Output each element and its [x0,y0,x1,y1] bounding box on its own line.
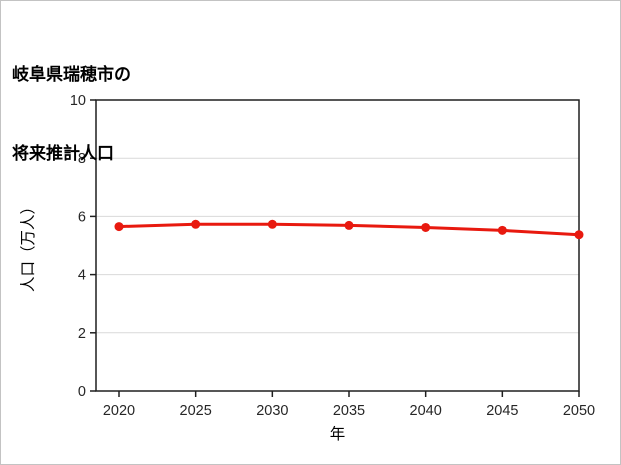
x-tick-label: 2030 [256,403,288,419]
x-axis-label: 年 [330,425,346,443]
y-tick-label: 4 [78,268,86,284]
y-tick-label: 6 [78,209,86,225]
y-tick-label: 10 [70,93,86,109]
data-point [421,222,431,232]
data-point [191,219,201,229]
data-point [114,222,124,232]
y-tick-label: 0 [78,384,86,400]
y-axis-label: 人口（万人） [19,199,37,292]
x-tick-label: 2045 [486,403,518,419]
chart-title-line-2: 将来推計人口 [12,143,114,163]
x-tick-label: 2050 [563,403,595,419]
data-point [344,220,354,230]
data-point [497,225,507,235]
plot-border [95,99,580,392]
x-tick-label: 2040 [410,403,442,419]
data-point [267,219,277,229]
chart-title: 岐阜県瑞穂市の 将来推計人口 [12,9,131,220]
data-point [574,230,584,240]
chart-title-line-1: 岐阜県瑞穂市の [12,64,131,84]
x-tick-label: 2025 [180,403,212,419]
y-tick-label: 8 [78,151,86,167]
x-tick-label: 2020 [103,403,135,419]
x-tick-label: 2035 [333,403,365,419]
y-tick-label: 2 [78,326,86,342]
